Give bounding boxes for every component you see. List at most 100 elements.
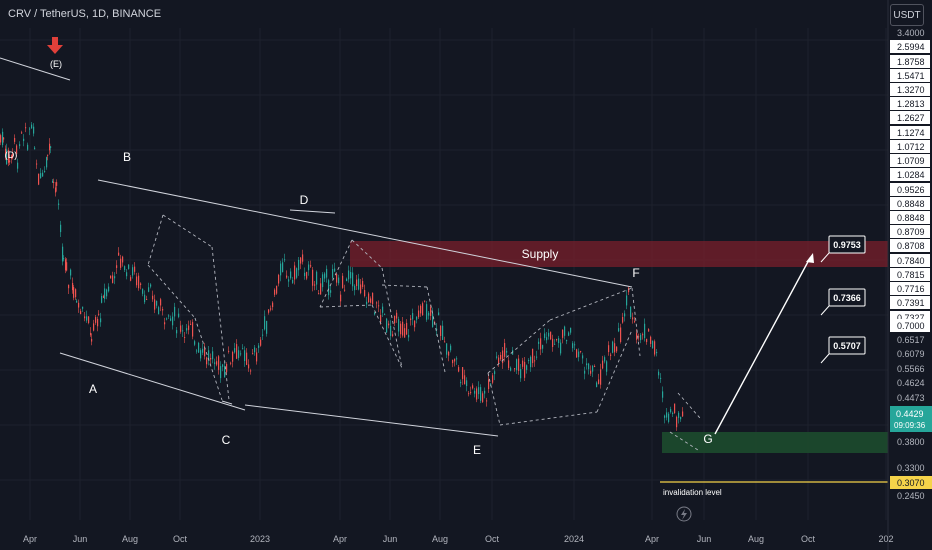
pattern-lines: 0.9753 0.7366 0.5707	[0, 57, 866, 451]
candle-body	[296, 268, 298, 278]
candle-body	[63, 258, 65, 260]
time-tick: Aug	[748, 534, 764, 544]
candle-body	[176, 330, 178, 334]
price-tick: 1.0712	[897, 142, 925, 152]
candle-body	[614, 343, 616, 353]
candle-body	[678, 412, 680, 418]
candle-body	[242, 348, 244, 350]
time-tick: Jun	[697, 534, 712, 544]
wave-labels: (D) (E) A B C D E F G	[5, 37, 713, 522]
candle-body	[200, 350, 202, 359]
wave-label: G	[703, 432, 712, 446]
candle-body	[416, 316, 418, 320]
candle-body	[8, 150, 10, 163]
candle-body	[254, 347, 256, 353]
candle-body	[294, 265, 296, 280]
wave-label: C	[222, 433, 231, 447]
candle-body	[514, 368, 516, 370]
candle-body	[144, 294, 146, 303]
candle-body	[160, 299, 162, 306]
lightning-icon	[676, 506, 692, 522]
candle-body	[384, 313, 386, 315]
price-tick-box	[890, 254, 930, 267]
candle-body	[11, 155, 13, 159]
candle-body	[420, 305, 422, 314]
candle-body	[266, 320, 268, 334]
candle-body	[538, 341, 540, 344]
candle-body	[49, 143, 51, 151]
candle-body	[98, 313, 100, 315]
candle-body	[546, 337, 548, 341]
candle-body	[604, 357, 606, 362]
candle-body	[60, 224, 62, 233]
dashed-pattern-line	[381, 284, 428, 288]
candle-body	[338, 277, 340, 284]
candle-body	[494, 371, 496, 375]
candle-body	[262, 334, 264, 336]
candle-body	[210, 358, 212, 360]
candle-body	[38, 173, 40, 185]
candle-body	[112, 275, 114, 283]
candle-body	[590, 370, 592, 374]
candle-body	[470, 392, 472, 394]
price-tick-box	[890, 111, 930, 124]
candle-body	[222, 364, 224, 367]
currency-selector[interactable]: USDT	[890, 4, 924, 26]
dashed-pattern-line	[487, 319, 551, 374]
zones: Supply invalidation level	[350, 241, 888, 497]
time-tick: Jun	[73, 534, 88, 544]
demand-zone	[662, 432, 888, 453]
candle-body	[646, 338, 648, 342]
time-axis[interactable]: Apr Jun Aug Oct 2023 Apr Jun Aug Oct 2024 Apr Jun Au…	[23, 534, 894, 544]
candle-body	[5, 148, 7, 158]
candle-body	[334, 268, 336, 272]
candle-body	[480, 387, 482, 401]
candle-body	[332, 269, 334, 278]
wave-label: E	[473, 443, 481, 457]
candle-body	[322, 274, 324, 288]
candle-body	[194, 341, 196, 345]
candle-body	[448, 351, 450, 356]
candle-body	[178, 313, 180, 317]
candle-body	[312, 269, 314, 286]
price-axis[interactable]: 3.4000 2.5994 1.8758 1.5471 1.3270 1.2813 1.26…	[887, 0, 932, 550]
candle-body	[50, 146, 52, 148]
candle-body	[80, 311, 82, 315]
supply-zone	[350, 241, 888, 267]
price-tick-box	[890, 268, 930, 281]
candle-body	[188, 325, 190, 330]
candle-body	[610, 354, 612, 356]
candle-body	[356, 279, 358, 287]
candle-body	[106, 289, 108, 297]
candle-body	[34, 147, 36, 150]
candle-body	[55, 187, 57, 193]
candle-body	[208, 350, 210, 361]
candle-body	[31, 124, 33, 129]
candle-body	[488, 379, 490, 390]
candle-body	[90, 332, 92, 336]
target-pointer	[820, 305, 830, 316]
candle-body	[148, 287, 150, 292]
price-tick: 0.2450	[897, 491, 925, 501]
candles	[0, 121, 684, 431]
candle-body	[454, 358, 456, 362]
candle-body	[326, 268, 328, 278]
candle-body	[70, 269, 72, 276]
candle-body	[674, 403, 676, 414]
candle-body	[65, 259, 67, 271]
candle-body	[658, 371, 660, 376]
candle-body	[510, 367, 512, 371]
time-tick: Apr	[23, 534, 37, 544]
candle-body	[14, 138, 16, 142]
candle-body	[2, 131, 4, 146]
candle-body	[670, 409, 672, 413]
candle-body	[632, 317, 634, 320]
candle-body	[246, 352, 248, 365]
candle-body	[47, 154, 49, 156]
candle-body	[320, 283, 322, 295]
candle-body	[258, 345, 260, 348]
candle-body	[612, 341, 614, 353]
candle-body	[630, 306, 632, 318]
candle-body	[528, 359, 530, 361]
